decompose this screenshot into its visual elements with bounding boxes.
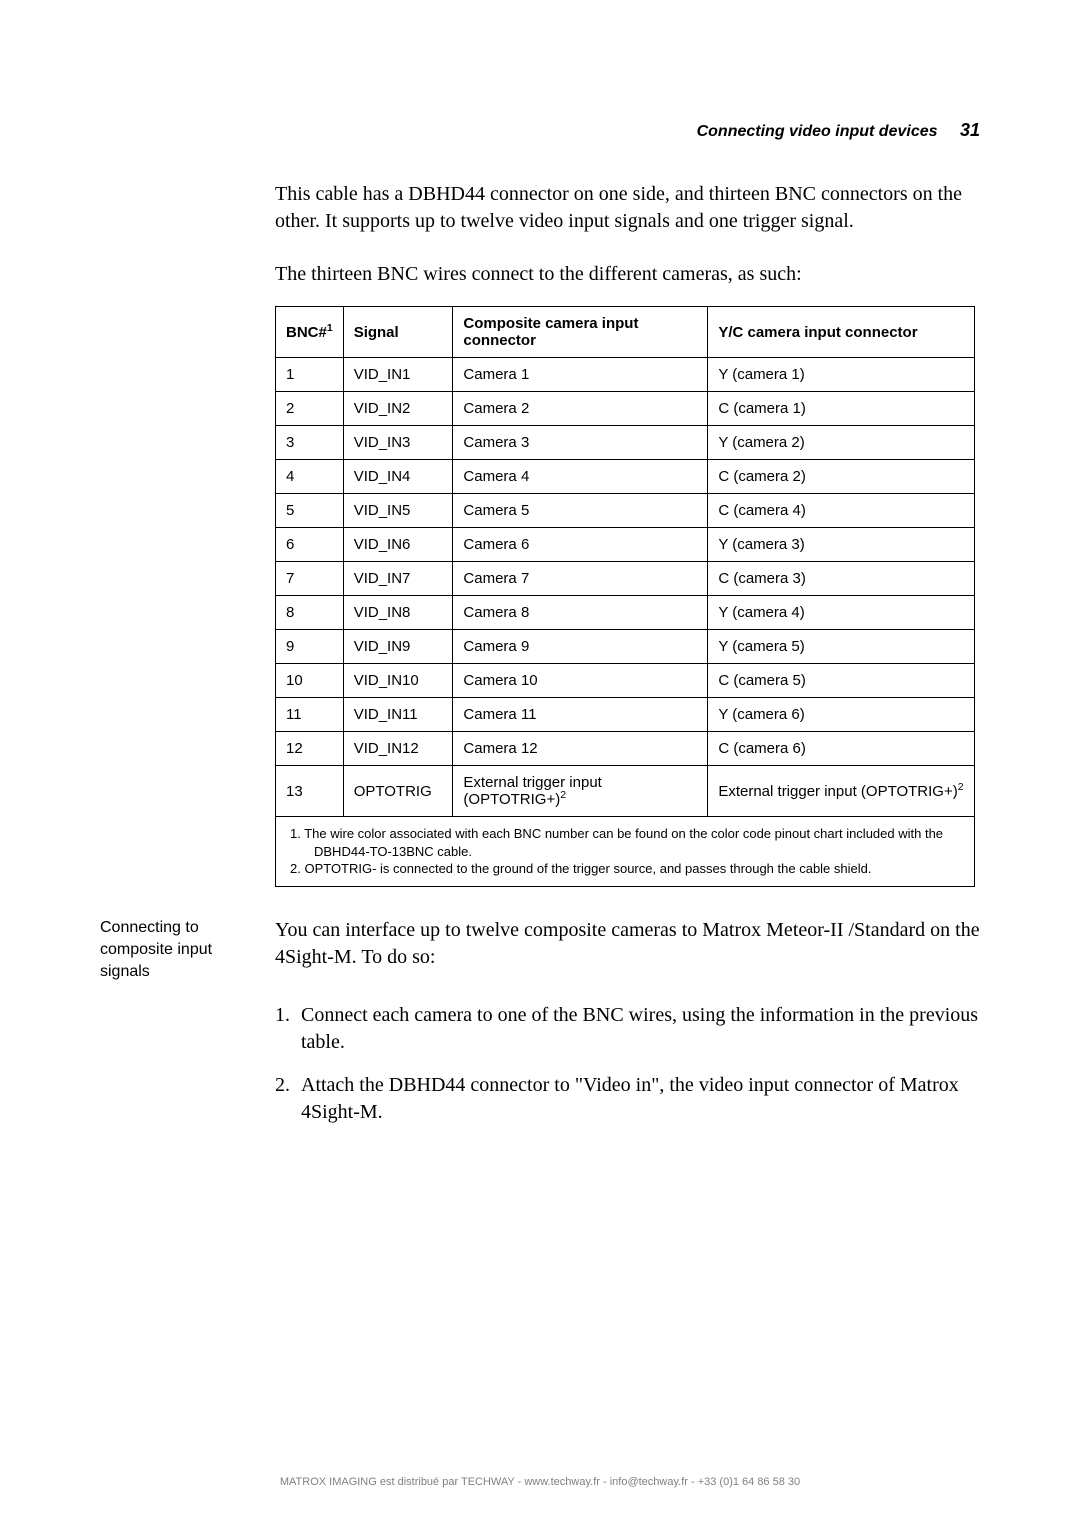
step-number: 1. [275, 1002, 301, 1056]
page-footer: MATROX IMAGING est distribué par TECHWAY… [0, 1476, 1080, 1488]
step-item: 2. Attach the DBHD44 connector to "Video… [275, 1072, 980, 1126]
table-row: 9VID_IN9Camera 9Y (camera 5) [276, 630, 975, 664]
cell-bnc: 6 [276, 528, 344, 562]
table-row: 5VID_IN5Camera 5C (camera 4) [276, 494, 975, 528]
cell-yc: C (camera 6) [708, 732, 975, 766]
th-yc: Y/C camera input connector [708, 307, 975, 358]
table-row: 4VID_IN4Camera 4C (camera 2) [276, 460, 975, 494]
cell-signal: VID_IN6 [343, 528, 453, 562]
cell-comp: Camera 12 [453, 732, 708, 766]
step-text: Attach the DBHD44 connector to "Video in… [301, 1072, 980, 1126]
cell-signal: VID_IN10 [343, 664, 453, 698]
cell-bnc: 11 [276, 698, 344, 732]
table-row: 3VID_IN3Camera 3Y (camera 2) [276, 426, 975, 460]
cell-bnc: 8 [276, 596, 344, 630]
page-number: 31 [960, 120, 980, 140]
cell-signal: VID_IN11 [343, 698, 453, 732]
cell-signal: VID_IN3 [343, 426, 453, 460]
cell-comp: Camera 4 [453, 460, 708, 494]
cell-yc: C (camera 3) [708, 562, 975, 596]
th-signal: Signal [343, 307, 453, 358]
cell-comp: Camera 11 [453, 698, 708, 732]
cell-signal: VID_IN5 [343, 494, 453, 528]
cell-signal: VID_IN2 [343, 392, 453, 426]
cell-bnc: 1 [276, 358, 344, 392]
cell-yc: C (camera 1) [708, 392, 975, 426]
table-row: 11VID_IN11Camera 11Y (camera 6) [276, 698, 975, 732]
cell-bnc: 9 [276, 630, 344, 664]
th-composite: Composite camera input connector [453, 307, 708, 358]
cell-yc: Y (camera 1) [708, 358, 975, 392]
cell-comp: Camera 3 [453, 426, 708, 460]
cell-comp: Camera 2 [453, 392, 708, 426]
cell-bnc: 7 [276, 562, 344, 596]
step-number: 2. [275, 1072, 301, 1126]
table-row: 2VID_IN2Camera 2C (camera 1) [276, 392, 975, 426]
cell-yc: Y (camera 6) [708, 698, 975, 732]
table-row: 12VID_IN12Camera 12C (camera 6) [276, 732, 975, 766]
cell-signal: VID_IN4 [343, 460, 453, 494]
cell-yc: C (camera 5) [708, 664, 975, 698]
table-footnotes: 1. The wire color associated with each B… [275, 817, 975, 887]
table-header-row: BNC#1 Signal Composite camera input conn… [276, 307, 975, 358]
cell-yc: Y (camera 2) [708, 426, 975, 460]
cell-bnc: 13 [276, 766, 344, 817]
cell-yc: External trigger input (OPTOTRIG+)2 [708, 766, 975, 817]
th-bnc: BNC#1 [276, 307, 344, 358]
footnote-1-line2: DBHD44-TO-13BNC cable. [290, 843, 964, 861]
cell-bnc: 5 [276, 494, 344, 528]
table-row: 10VID_IN10Camera 10C (camera 5) [276, 664, 975, 698]
page-content: Connecting video input devices 31 This c… [0, 0, 1080, 1126]
cell-bnc: 2 [276, 392, 344, 426]
cell-signal: VID_IN8 [343, 596, 453, 630]
table-row: 8VID_IN8Camera 8Y (camera 4) [276, 596, 975, 630]
cell-yc: Y (camera 5) [708, 630, 975, 664]
cell-yc: C (camera 2) [708, 460, 975, 494]
step-item: 1. Connect each camera to one of the BNC… [275, 1002, 980, 1056]
table-row: 6VID_IN6Camera 6Y (camera 3) [276, 528, 975, 562]
cell-signal: VID_IN12 [343, 732, 453, 766]
footnote-2: 2. OPTOTRIG- is connected to the ground … [290, 860, 964, 878]
footnote-1-line1: 1. The wire color associated with each B… [290, 825, 964, 843]
steps-list: 1. Connect each camera to one of the BNC… [275, 1002, 980, 1126]
cell-bnc: 10 [276, 664, 344, 698]
cell-comp: Camera 5 [453, 494, 708, 528]
cell-signal: VID_IN9 [343, 630, 453, 664]
cell-bnc: 3 [276, 426, 344, 460]
table-row-13: 13 OPTOTRIG External trigger input (OPTO… [276, 766, 975, 817]
table-row: 7VID_IN7Camera 7C (camera 3) [276, 562, 975, 596]
cell-signal: VID_IN7 [343, 562, 453, 596]
intro-paragraph-2: The thirteen BNC wires connect to the di… [275, 261, 980, 288]
cell-comp: Camera 10 [453, 664, 708, 698]
cell-yc: Y (camera 4) [708, 596, 975, 630]
section-title: Connecting video input devices [697, 123, 938, 140]
table-body: 1VID_IN1Camera 1Y (camera 1) 2VID_IN2Cam… [276, 358, 975, 817]
section-connecting-composite: Connecting to composite input signals Yo… [100, 917, 980, 984]
cell-signal: VID_IN1 [343, 358, 453, 392]
cell-yc: C (camera 4) [708, 494, 975, 528]
cell-comp: Camera 8 [453, 596, 708, 630]
section-body: You can interface up to twelve composite… [275, 917, 980, 984]
cell-comp: Camera 9 [453, 630, 708, 664]
cell-bnc: 4 [276, 460, 344, 494]
page-header: Connecting video input devices 31 [100, 120, 980, 141]
step-text: Connect each camera to one of the BNC wi… [301, 1002, 980, 1056]
cell-comp: External trigger input (OPTOTRIG+)2 [453, 766, 708, 817]
cell-comp: Camera 1 [453, 358, 708, 392]
cell-comp: Camera 6 [453, 528, 708, 562]
intro-paragraph-1: This cable has a DBHD44 connector on one… [275, 181, 980, 235]
cell-comp: Camera 7 [453, 562, 708, 596]
side-heading: Connecting to composite input signals [100, 917, 275, 984]
bnc-table: BNC#1 Signal Composite camera input conn… [275, 306, 975, 817]
cell-signal: OPTOTRIG [343, 766, 453, 817]
cell-yc: Y (camera 3) [708, 528, 975, 562]
cell-bnc: 12 [276, 732, 344, 766]
table-row: 1VID_IN1Camera 1Y (camera 1) [276, 358, 975, 392]
